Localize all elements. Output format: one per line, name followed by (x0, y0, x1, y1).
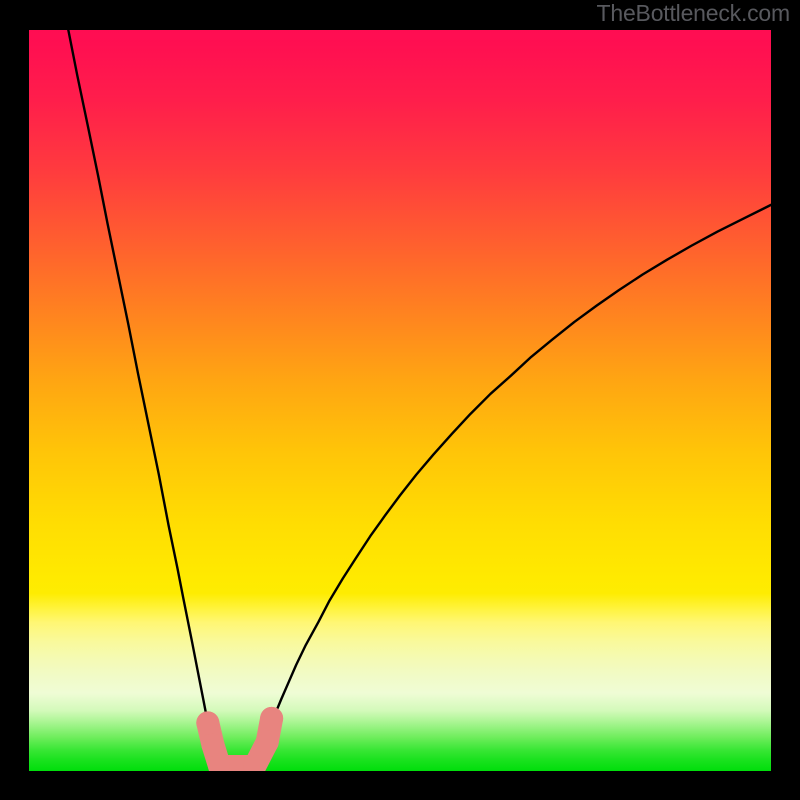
watermark-text: TheBottleneck.com (597, 0, 790, 27)
marker-dot (256, 731, 279, 754)
plot-background (29, 30, 771, 771)
marker-dot (202, 734, 225, 757)
bottleneck-chart (0, 0, 800, 800)
chart-frame: TheBottleneck.com (0, 0, 800, 800)
marker-dot (260, 707, 283, 730)
marker-dot (196, 711, 219, 734)
